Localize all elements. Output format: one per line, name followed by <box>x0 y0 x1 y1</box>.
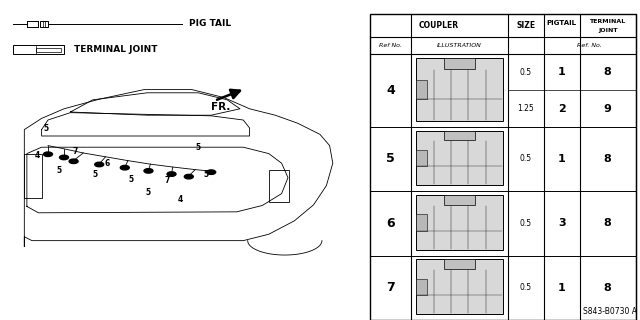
Circle shape <box>120 165 129 170</box>
Bar <box>416 260 503 314</box>
Text: 3: 3 <box>558 218 566 228</box>
Text: SIZE: SIZE <box>516 21 536 30</box>
Bar <box>13 45 64 54</box>
Bar <box>444 131 475 140</box>
Text: 1: 1 <box>558 154 566 164</box>
Text: 2: 2 <box>558 104 566 114</box>
Text: 0.5: 0.5 <box>520 155 532 164</box>
Bar <box>444 195 475 205</box>
Text: 8: 8 <box>604 154 611 164</box>
Text: Ref. No.: Ref. No. <box>577 43 602 48</box>
Text: 5: 5 <box>196 143 201 152</box>
Text: 5: 5 <box>146 188 151 197</box>
Bar <box>40 21 48 27</box>
Text: 7: 7 <box>73 147 78 156</box>
Text: 0.5: 0.5 <box>520 68 532 77</box>
Text: 4: 4 <box>35 151 40 160</box>
Text: 1: 1 <box>558 283 566 293</box>
Circle shape <box>207 170 216 174</box>
Text: FR.: FR. <box>211 102 230 112</box>
Bar <box>416 214 427 231</box>
Text: 1.25: 1.25 <box>518 104 534 113</box>
Text: 8: 8 <box>604 218 611 228</box>
Text: JOINT: JOINT <box>598 28 618 33</box>
Text: 5: 5 <box>56 166 61 175</box>
Bar <box>36 48 61 52</box>
Text: 8: 8 <box>604 67 611 77</box>
Text: 0.5: 0.5 <box>520 219 532 228</box>
Circle shape <box>144 169 153 173</box>
Text: 4: 4 <box>178 196 183 204</box>
Circle shape <box>95 162 104 167</box>
Text: ILLUSTRATION: ILLUSTRATION <box>437 43 482 48</box>
Bar <box>370 14 636 320</box>
Text: 5: 5 <box>129 175 134 184</box>
Circle shape <box>44 152 52 156</box>
Circle shape <box>69 159 78 164</box>
Text: 5: 5 <box>386 153 395 165</box>
Text: 1: 1 <box>558 67 566 77</box>
Text: 4: 4 <box>386 84 395 97</box>
Text: 7: 7 <box>386 281 395 294</box>
Text: 5: 5 <box>44 124 49 133</box>
Text: PIGTAIL: PIGTAIL <box>547 20 577 26</box>
Text: PIG TAIL: PIG TAIL <box>189 20 231 28</box>
Text: 6: 6 <box>386 217 395 230</box>
Text: 0.5: 0.5 <box>520 283 532 292</box>
Bar <box>416 80 427 99</box>
Bar <box>416 131 503 185</box>
Text: Ref No.: Ref No. <box>379 43 402 48</box>
Bar <box>444 58 475 69</box>
Bar <box>416 58 503 121</box>
Text: 5: 5 <box>204 170 209 179</box>
Text: 5: 5 <box>92 170 97 179</box>
Text: 7: 7 <box>165 176 170 185</box>
Text: 9: 9 <box>604 104 612 114</box>
Bar <box>416 150 427 166</box>
Bar <box>269 170 289 202</box>
Bar <box>24 154 42 198</box>
Text: 8: 8 <box>604 283 611 293</box>
Text: TERMINAL: TERMINAL <box>589 19 626 24</box>
Bar <box>444 260 475 269</box>
Bar <box>416 279 427 295</box>
Text: TERMINAL JOINT: TERMINAL JOINT <box>74 45 157 54</box>
Text: 6: 6 <box>105 159 110 168</box>
Circle shape <box>167 172 176 176</box>
Text: S843-B0730 A: S843-B0730 A <box>583 307 637 316</box>
Text: COUPLER: COUPLER <box>419 21 459 30</box>
Circle shape <box>60 155 68 160</box>
Circle shape <box>184 174 193 179</box>
Bar <box>416 195 503 250</box>
